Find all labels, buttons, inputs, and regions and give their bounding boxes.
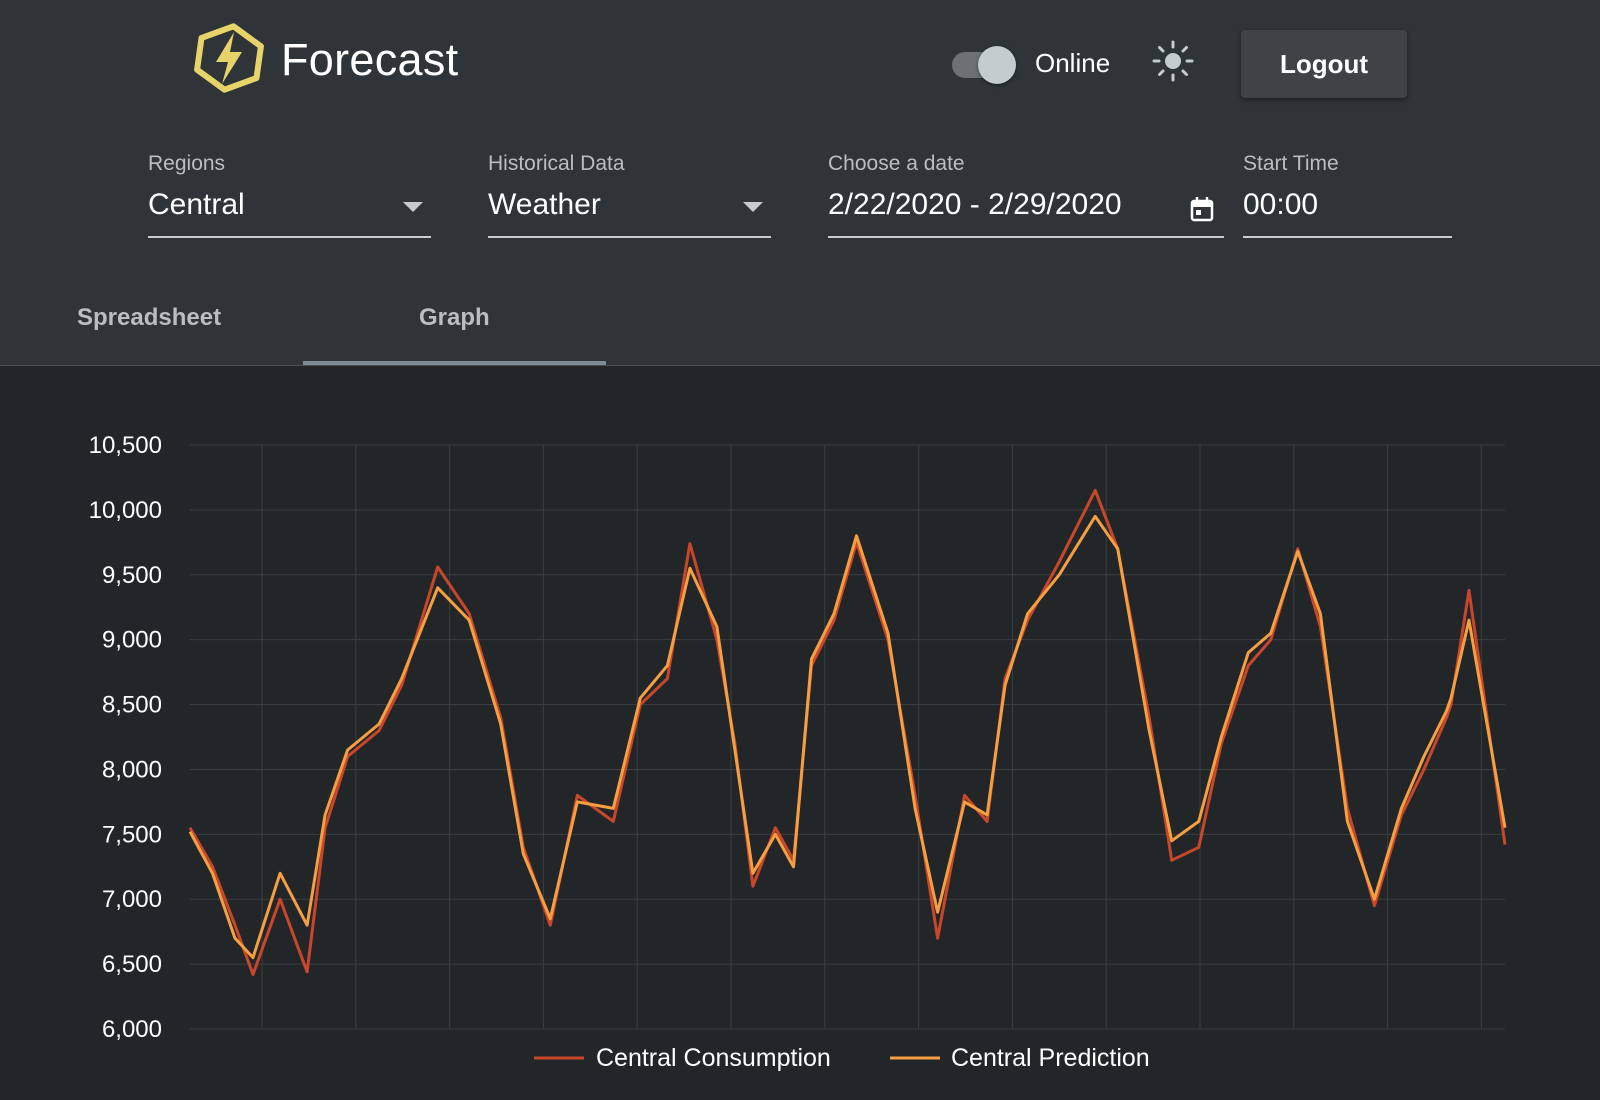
y-tick-label: 10,500 <box>89 432 162 459</box>
toggle-thumb <box>978 46 1016 84</box>
legend-label: Central Prediction <box>951 1044 1150 1072</box>
historical-data-label: Historical Data <box>488 152 625 175</box>
date-label: Choose a date <box>828 152 965 175</box>
legend-label: Central Consumption <box>596 1044 831 1072</box>
chevron-down-icon <box>403 202 423 212</box>
logout-button[interactable]: Logout <box>1241 30 1407 98</box>
lightning-logo-icon <box>194 23 264 93</box>
y-tick-label: 7,500 <box>102 821 162 848</box>
app-title: Forecast <box>281 34 459 85</box>
date-value: 2/22/2020 - 2/29/2020 <box>828 188 1122 221</box>
y-tick-label: 6,000 <box>102 1016 162 1043</box>
header-divider <box>0 365 1600 366</box>
tab-graph[interactable]: Graph <box>419 304 490 331</box>
online-label: Online <box>1035 48 1111 78</box>
y-tick-label: 8,500 <box>102 692 162 719</box>
y-tick-label: 7,000 <box>102 886 162 913</box>
y-tick-label: 6,500 <box>102 951 162 978</box>
active-tab-indicator <box>303 361 606 365</box>
chevron-down-icon <box>743 202 763 212</box>
sun-icon[interactable] <box>1152 40 1194 82</box>
regions-select[interactable]: Regions Central <box>148 150 431 238</box>
y-tick-label: 10,000 <box>89 497 162 524</box>
date-range-picker[interactable]: Choose a date 2/22/2020 - 2/29/2020 <box>828 150 1224 238</box>
historical-data-value: Weather <box>488 188 601 221</box>
series-line-prediction <box>188 514 1507 960</box>
start-time-value: 00:00 <box>1243 188 1319 221</box>
start-time-label: Start Time <box>1243 152 1339 175</box>
y-tick-label: 8,000 <box>102 756 162 783</box>
historical-data-select[interactable]: Historical Data Weather <box>488 150 771 238</box>
regions-label: Regions <box>148 152 226 175</box>
consumption-chart: 6,000 6,500 7,000 7,500 8,000 8,500 9,000 9,500… <box>89 432 1507 1072</box>
online-toggle[interactable] <box>950 44 1020 84</box>
regions-value: Central <box>148 188 245 221</box>
graph-panel: 6,000 6,500 7,000 7,500 8,000 8,500 9,000 9,500… <box>0 366 1600 1100</box>
y-tick-label: 9,500 <box>102 562 162 589</box>
tab-spreadsheet[interactable]: Spreadsheet <box>77 304 222 331</box>
y-tick-label: 9,000 <box>102 627 162 654</box>
calendar-icon[interactable] <box>1190 196 1214 222</box>
start-time-field[interactable]: Start Time 00:00 <box>1243 150 1452 238</box>
app-header: Forecast Online Logout Regions Central H… <box>0 0 1600 366</box>
